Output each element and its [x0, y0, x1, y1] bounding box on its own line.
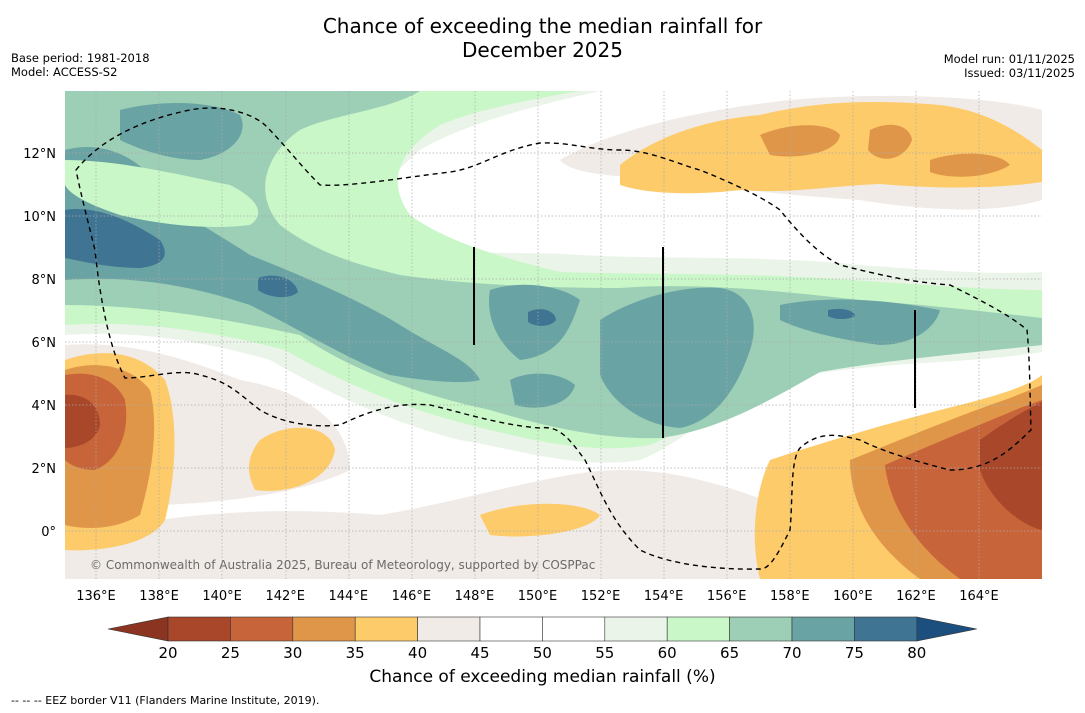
- longitude-label: 154°E: [644, 589, 684, 604]
- colorbar-tick-label: 45: [470, 644, 489, 662]
- colorbar-tick-label: 80: [907, 644, 926, 662]
- longitude-label: 158°E: [770, 589, 810, 604]
- eez-footnote: -- -- -- EEZ border V11 (Flanders Marine…: [11, 694, 320, 707]
- region-75-80-east: [828, 308, 855, 319]
- region-70-75-center-east: [600, 287, 754, 428]
- title-line-1: Chance of exceeding the median rainfall …: [322, 14, 763, 38]
- region-30-35-northeast-a: [760, 125, 840, 157]
- region-35-40-south-patch: [480, 503, 600, 537]
- map-panel: [65, 91, 1042, 579]
- colorbar-segment: [729, 616, 793, 642]
- region-65-70-band: [65, 91, 1042, 439]
- region-20-25-southeast: [980, 402, 1042, 530]
- latitude-label: 2°N: [32, 462, 57, 477]
- longitude-label: 138°E: [139, 589, 179, 604]
- longitude-label: 162°E: [896, 589, 936, 604]
- region-35-40-central-south: [248, 427, 335, 491]
- colorbar-tick-label: 25: [221, 644, 240, 662]
- longitude-label: 146°E: [392, 589, 432, 604]
- region-30-35-northeast-c: [930, 153, 1010, 177]
- model-run-text: Model run: 01/11/2025: [943, 52, 1075, 66]
- colorbar-tick-label: 30: [283, 644, 302, 662]
- longitude-label: 152°E: [581, 589, 621, 604]
- copyright-text: © Commonwealth of Australia 2025, Bureau…: [90, 558, 596, 572]
- longitude-label: 150°E: [518, 589, 558, 604]
- colorbar-extend-low: [107, 616, 169, 642]
- latitude-label: 0°: [41, 525, 56, 540]
- base-period-text: Base period: 1981-2018: [11, 51, 150, 65]
- colorbar-segment: [479, 616, 543, 642]
- longitude-label: 164°E: [959, 589, 999, 604]
- colorbar-segment: [292, 616, 356, 642]
- colorbar-extend-high: [916, 616, 977, 642]
- colorbar-tick-label: 70: [782, 644, 801, 662]
- region-60-65-northeast: [65, 160, 259, 227]
- colorbar-tick-label: 65: [720, 644, 739, 662]
- model-text: Model: ACCESS-S2: [11, 65, 118, 79]
- longitude-label: 156°E: [707, 589, 747, 604]
- latitude-label: 8°N: [32, 273, 57, 288]
- region-20-25-west: [65, 394, 100, 448]
- latitude-label: 10°N: [23, 210, 56, 225]
- colorbar-segment: [167, 616, 231, 642]
- colorbar-segment: [791, 616, 855, 642]
- model-info: Base period: 1981-2018 Model: ACCESS-S2: [11, 51, 150, 79]
- longitude-labels: 136°E 138°E 140°E 142°E 144°E 146°E 148°E 150°E…: [76, 589, 999, 604]
- longitude-label: 148°E: [455, 589, 495, 604]
- colorbar-label: Chance of exceeding median rainfall (%): [369, 667, 716, 687]
- latitude-labels: 12°N 10°N 8°N 6°N 4°N 2°N 0°: [23, 147, 56, 540]
- colorbar-segment: [542, 616, 606, 642]
- colorbar-segment: [666, 616, 730, 642]
- longitude-label: 144°E: [329, 589, 369, 604]
- longitude-label: 142°E: [265, 589, 305, 604]
- colorbar-segment: [230, 616, 294, 642]
- eez-border: [75, 107, 1032, 570]
- map-title: Chance of exceeding the median rainfall …: [0, 14, 1085, 62]
- region-60-65-band: [65, 91, 1042, 449]
- gridlines: [65, 91, 1042, 579]
- run-info: Model run: 01/11/2025 Issued: 03/11/2025: [944, 52, 1075, 80]
- region-75-80-west: [65, 209, 165, 268]
- longitude-label: 160°E: [833, 589, 873, 604]
- region-70-75-east: [780, 299, 940, 345]
- colorbar-segment: [354, 616, 418, 642]
- region-70-75-north: [120, 103, 243, 160]
- region-40-45-south: [65, 470, 820, 579]
- region-75-80-central: [528, 309, 556, 326]
- colorbar-tick-label: 40: [408, 644, 427, 662]
- colorbar-tick-label: 20: [158, 644, 177, 662]
- issued-text: Issued: 03/11/2025: [964, 66, 1075, 80]
- latitude-label: 12°N: [23, 147, 56, 162]
- latitude-label: 4°N: [32, 399, 57, 414]
- region-70-75-south-central: [510, 373, 575, 408]
- colorbar-tick-label: 55: [595, 644, 614, 662]
- colorbar-tick-label: 35: [346, 644, 365, 662]
- colorbar: 20 25 30 35 40 45 50 55 60 65 70 75 80: [107, 616, 977, 662]
- colorbar-tick-label: 60: [658, 644, 677, 662]
- latitude-label: 6°N: [32, 336, 57, 351]
- meridian-marks: [473, 247, 916, 438]
- colorbar-segment: [604, 616, 668, 642]
- title-line-2: December 2025: [462, 38, 623, 62]
- region-30-35-northeast-b: [868, 124, 912, 159]
- colorbar-segment: [417, 616, 481, 642]
- longitude-label: 136°E: [76, 589, 116, 604]
- colorbar-tick-label: 75: [845, 644, 864, 662]
- colorbar-segment: [854, 616, 918, 642]
- region-75-80-west-b: [258, 275, 298, 298]
- longitude-label: 140°E: [202, 589, 242, 604]
- colorbar-tick-label: 50: [533, 644, 552, 662]
